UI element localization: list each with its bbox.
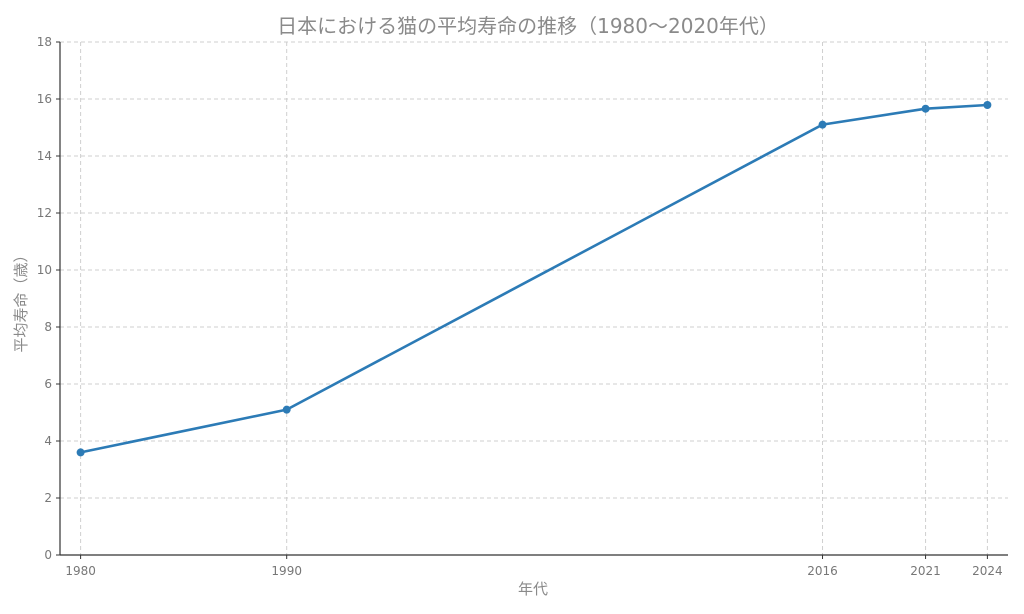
y-tick-label: 10 [37,263,52,277]
series-line [79,103,989,454]
y-tick-label: 0 [44,548,52,562]
x-tick-label: 2024 [972,564,1003,578]
y-tick-label: 8 [44,320,52,334]
x-tick-label: 1990 [271,564,302,578]
x-tick-label: 2016 [807,564,838,578]
tick-labels: 0 2 4 6 8 10 12 14 16 18 1980 1990 2016 2021 2024 [37,35,1003,578]
data-point [818,120,827,129]
y-axis-title: 平均寿命（歳） [12,247,30,352]
y-tick-label: 2 [44,491,52,505]
data-point [983,100,992,109]
x-tick-label: 1980 [65,564,96,578]
data-point [282,405,291,414]
y-tick-label: 18 [37,35,52,49]
y-tick-label: 4 [44,434,52,448]
x-axis-title: 年代 [518,580,548,598]
axes [59,42,1008,556]
series [76,100,992,457]
y-tick-label: 14 [37,149,52,163]
chart-title: 日本における猫の平均寿命の推移（1980〜2020年代） [277,14,779,38]
y-tick-label: 12 [37,206,52,220]
data-point [76,448,85,457]
y-tick-label: 16 [37,92,52,106]
data-point [921,104,930,113]
x-tick-label: 2021 [910,564,941,578]
y-tick-label: 6 [44,377,52,391]
